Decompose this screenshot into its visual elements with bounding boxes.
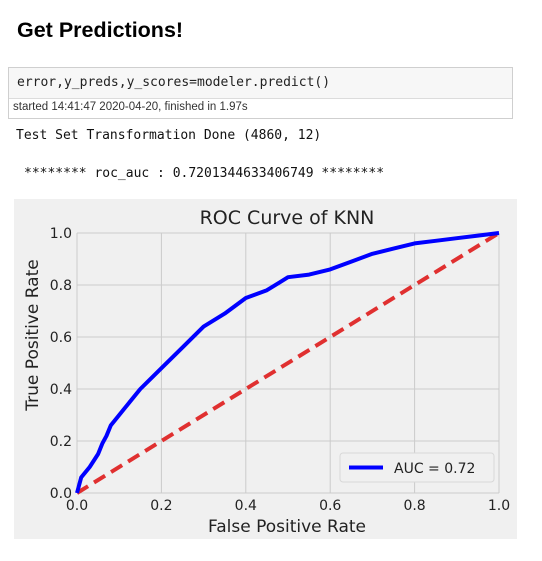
x-axis-label: False Positive Rate [208, 517, 366, 537]
code-editor[interactable]: error,y_preds,y_scores=modeler.predict() [9, 68, 512, 99]
y-tick-label: 0.8 [50, 278, 72, 294]
y-tick-label: 0.2 [50, 434, 72, 450]
x-tick-label: 0.6 [319, 498, 341, 514]
x-tick-label: 0.4 [235, 498, 257, 514]
series-group [75, 231, 501, 495]
tick-labels: 0.0 0.2 0.4 0.6 0.8 1.0 0.0 0.2 0.4 0.6 0.8 1.0 [50, 226, 510, 514]
x-tick-label: 0.0 [66, 498, 88, 514]
legend-label: AUC = 0.72 [394, 461, 475, 477]
roc-plot: 0.0 0.2 0.4 0.6 0.8 1.0 0.0 0.2 0.4 0.6 0.8 1.0 ROC… [0, 196, 542, 556]
x-tick-label: 1.0 [488, 498, 510, 514]
x-tick-label: 0.2 [150, 498, 172, 514]
code-line[interactable]: error,y_preds,y_scores=modeler.predict() [17, 75, 331, 90]
output-line-transformation: Test Set Transformation Done (4860, 12) [16, 128, 322, 143]
y-tick-label: 1.0 [50, 226, 72, 242]
chance-diagonal-line [75, 231, 501, 495]
chart-title: ROC Curve of KNN [200, 207, 375, 229]
roc-curve-line [75, 231, 500, 494]
legend-box [339, 452, 495, 483]
y-tick-label: 0.0 [50, 486, 72, 502]
output-line-roc-auc: ******** roc_auc : 0.7201344633406749 **… [24, 166, 385, 181]
code-cell[interactable]: error,y_preds,y_scores=modeler.predict()… [8, 67, 513, 119]
grid-lines [76, 232, 500, 494]
roc-chart-svg: 0.0 0.2 0.4 0.6 0.8 1.0 0.0 0.2 0.4 0.6 0.8 1.0 ROC… [14, 199, 517, 539]
x-tick-label: 0.8 [403, 498, 425, 514]
y-axis-label: True Positive Rate [23, 259, 43, 411]
y-tick-label: 0.4 [50, 382, 72, 398]
page-heading: Get Predictions! [17, 18, 184, 42]
y-tick-label: 0.6 [50, 330, 72, 346]
figure-background [14, 199, 517, 539]
legend: AUC = 0.72 [339, 452, 495, 483]
execution-info: started 14:41:47 2020-04-20, finished in… [13, 101, 248, 113]
